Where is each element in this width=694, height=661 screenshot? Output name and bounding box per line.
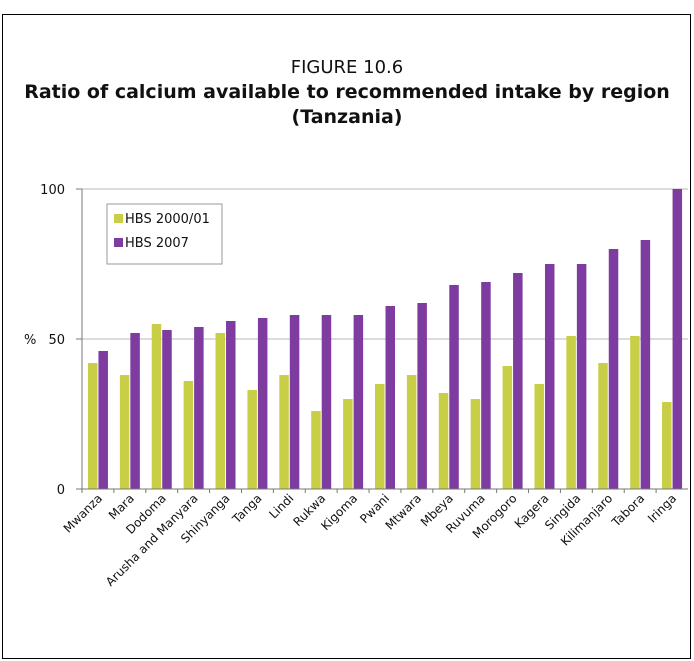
bar-hbs-2000-01-kigoma [343,399,353,489]
x-category-label: Iringa [645,491,679,525]
bar-hbs-2000-01-kilimanjaro [598,363,608,489]
bar-hbs-2000-01-kagera [534,384,544,489]
grid-lines [82,188,688,340]
legend-box [106,203,223,265]
bar-hbs-2007-mbeya [449,285,459,489]
bar-hbs-2000-01-shinyanga [215,333,226,489]
bar-hbs-2007-kilimanjaro [608,249,619,489]
y-axis-label: % [24,333,36,348]
y-tick-label: 100 [40,183,65,198]
bar-hbs-2007-kigoma [353,315,364,489]
legend-label: HBS 2000/01 [125,212,210,227]
axes [76,188,688,493]
legend-swatch [114,214,123,223]
bar-hbs-2007-lindi [289,315,300,489]
bar-hbs-2007-tanga [257,318,268,489]
bar-hbs-2007-tabora [640,240,651,489]
bar-hbs-2000-01-ruvuma [470,399,481,489]
bar-hbs-2000-01-mbeya [438,393,449,489]
bar-hbs-2000-01-dodoma [151,324,162,489]
bar-hbs-2007-rukwa [321,315,332,489]
bar-hbs-2007-ruvuma [481,282,491,489]
bar-hbs-2007-singida [576,264,587,489]
bar-hbs-2000-01-morogoro [502,366,513,489]
figure-frame [2,14,691,659]
bar-hbs-2000-01-mara [119,375,130,489]
bar-hbs-2007-morogoro [513,273,523,489]
x-category-label: Mwanza [61,491,105,535]
x-category-label: Tanga [229,491,265,527]
bar-hbs-2007-arusha-and-manyara [194,327,204,489]
x-category-label: Mtwara [383,491,424,532]
bar-hbs-2000-01-arusha-and-manyara [183,381,194,489]
bar-hbs-2000-01-pwani [375,384,385,489]
bar-hbs-2000-01-mtwara [406,375,417,489]
legend-label: HBS 2007 [125,236,189,251]
bar-hbs-2000-01-iringa [662,402,672,489]
y-tick-labels: 0 50 100 [40,183,65,498]
bar-hbs-2007-shinyanga [226,321,236,489]
bar-hbs-2007-mara [130,333,140,489]
bar-hbs-2000-01-rukwa [311,411,321,489]
bar-hbs-2007-pwani [385,306,395,489]
bar-hbs-2007-mtwara [417,303,427,489]
y-tick-label: 0 [57,483,65,498]
bars [87,189,683,489]
bar-hbs-2007-kagera [544,264,555,489]
figure-label: FIGURE 10.6 [290,57,404,78]
bar-hbs-2000-01-lindi [279,375,289,489]
bar-hbs-2007-dodoma [162,330,172,489]
bar-hbs-2000-01-tanga [247,390,257,489]
bar-hbs-2000-01-singida [566,336,576,489]
legend: HBS 2000/01 HBS 2007 [106,203,223,265]
bar-hbs-2007-mwanza [98,351,108,489]
chart-title: Ratio of calcium available to recommende… [24,81,670,128]
bar-hbs-2007-iringa [672,189,683,489]
legend-swatch [114,238,123,247]
bar-hbs-2000-01-mwanza [87,363,98,489]
x-category-label: Tabora [608,491,647,530]
y-tick-label: 50 [48,333,65,348]
bar-hbs-2000-01-tabora [630,336,640,489]
